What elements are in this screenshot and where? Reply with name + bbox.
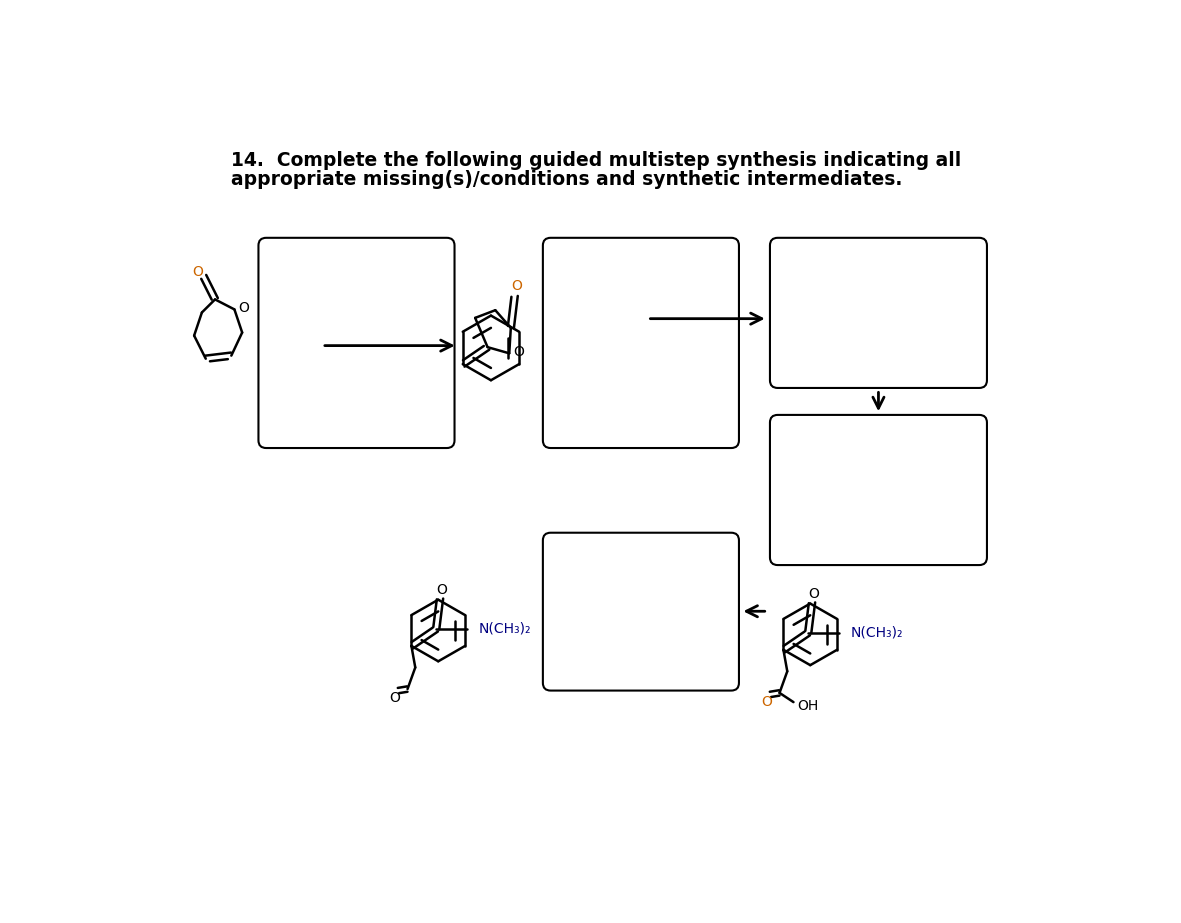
Text: O: O: [239, 301, 249, 315]
Text: O: O: [808, 587, 820, 601]
Text: O: O: [436, 583, 448, 597]
Text: O: O: [513, 345, 524, 359]
Text: 14.  Complete the following guided multistep synthesis indicating all: 14. Complete the following guided multis…: [231, 150, 961, 170]
Text: N(CH₃)₂: N(CH₃)₂: [478, 622, 530, 636]
Text: appropriate missing(s)/conditions and synthetic intermediates.: appropriate missing(s)/conditions and sy…: [231, 170, 902, 189]
Text: O: O: [511, 280, 522, 294]
Text: OH: OH: [797, 699, 818, 713]
Text: O: O: [761, 695, 772, 709]
Text: O: O: [191, 266, 203, 280]
Text: N(CH₃)₂: N(CH₃)₂: [850, 626, 902, 640]
Text: O: O: [389, 691, 400, 705]
